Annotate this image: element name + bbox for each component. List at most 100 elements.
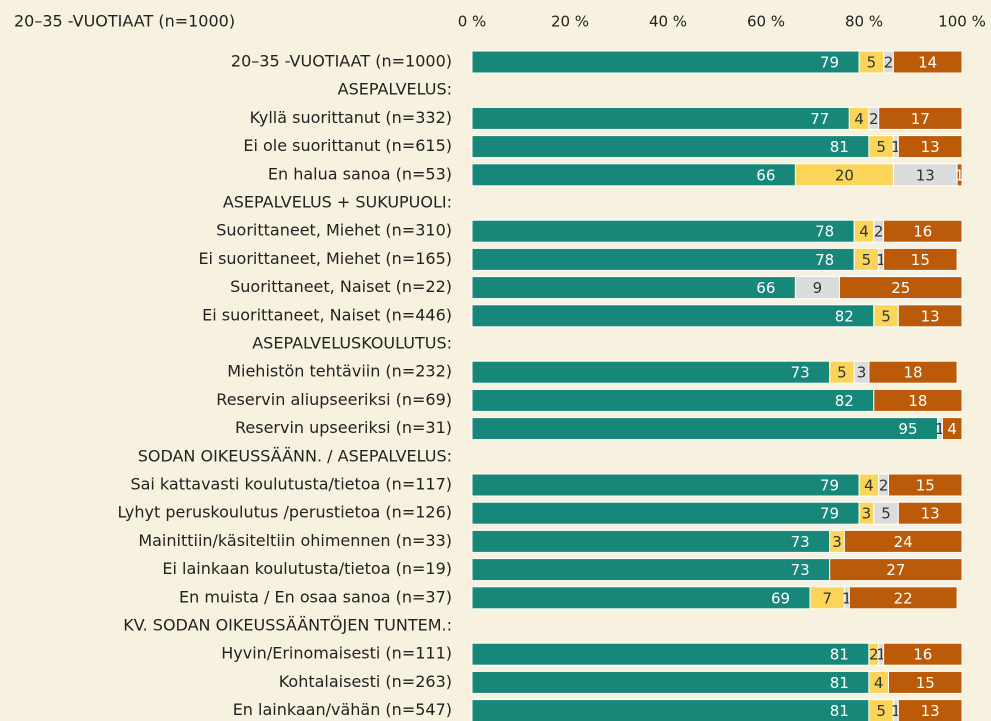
bar-segment (843, 529, 963, 553)
data-label: 5 (881, 307, 891, 325)
data-label: 3 (832, 533, 842, 551)
bar-segment (471, 135, 870, 159)
data-label: 4 (854, 110, 864, 128)
bar-segment (839, 276, 963, 300)
data-label: 1 (876, 251, 886, 269)
bar-segment (883, 247, 958, 271)
category-label: Suorittaneet, Miehet (n=310) (216, 221, 452, 240)
bar-segment (471, 247, 855, 271)
chart-title: 20–35 -VUOTIAAT (n=1000) (14, 12, 235, 31)
bar-segment (471, 558, 831, 582)
category-label: Lyhyt peruskoulutus /perustietoa (n=126) (117, 503, 452, 522)
bar-segment (471, 473, 860, 497)
data-label: 81 (830, 646, 849, 664)
bar-segment (471, 529, 831, 553)
data-label: 24 (894, 533, 913, 551)
category-label: En muista / En osaa sanoa (n=37) (179, 587, 452, 606)
bar-segment (471, 219, 855, 243)
data-label: 79 (820, 505, 839, 523)
data-label: 3 (862, 505, 872, 523)
data-label: 81 (830, 674, 849, 692)
category-label: Ei suorittaneet, Miehet (n=165) (198, 249, 452, 268)
data-label: 18 (908, 392, 927, 410)
bar-segment (471, 417, 938, 441)
category-label: ASEPALVELUSKOULUTUS: (252, 334, 452, 353)
category-label: SODAN OIKEUSSÄÄNN. / ASEPALVELUS: (138, 446, 452, 465)
data-label: 73 (791, 364, 810, 382)
category-label: 20–35 -VUOTIAAT (n=1000) (231, 52, 452, 71)
data-label: 2 (884, 54, 894, 72)
data-label: 5 (862, 251, 872, 269)
data-label: 13 (921, 505, 940, 523)
category-label: Reservin upseeriksi (n=31) (235, 418, 452, 437)
data-label: 2 (869, 110, 879, 128)
bar-segment (883, 642, 963, 666)
x-tick-label: 20 % (551, 13, 589, 31)
data-label: 13 (916, 166, 935, 184)
bar-segment (897, 501, 963, 525)
data-label: 1 (935, 420, 945, 438)
bar-segment (883, 219, 963, 243)
bar-segment (471, 586, 811, 610)
data-label: 3 (857, 364, 867, 382)
category-label: Ei suorittaneet, Naiset (n=446) (202, 305, 452, 324)
category-label: Ei lainkaan koulutusta/tietoa (n=19) (162, 559, 452, 578)
data-label: 95 (898, 420, 917, 438)
data-label: 79 (820, 477, 839, 495)
x-tick-label: 80 % (845, 13, 883, 31)
bar-segment (897, 135, 963, 159)
bar-segment (892, 50, 963, 74)
data-label: 73 (791, 533, 810, 551)
data-label: 1 (876, 646, 886, 664)
data-label: 17 (911, 110, 930, 128)
bar-segment (471, 163, 796, 187)
data-label: 25 (891, 279, 910, 297)
x-tick-label: 40 % (649, 13, 687, 31)
data-label: 1 (891, 138, 901, 156)
category-label: Kohtalaisesti (n=263) (279, 672, 452, 691)
data-label: 9 (813, 279, 823, 297)
category-label: ASEPALVELUS: (338, 80, 452, 99)
category-label: En lainkaan/vähän (n=547) (233, 700, 452, 719)
data-label: 4 (874, 674, 884, 692)
x-tick-label: 0 % (458, 13, 487, 31)
category-label: Hyvin/Erinomaisesti (n=111) (221, 644, 452, 663)
category-label: Ei ole suorittanut (n=615) (243, 136, 452, 155)
data-label: 14 (918, 54, 937, 72)
data-label: 5 (881, 505, 891, 523)
data-label: 4 (859, 223, 869, 241)
data-label: 2 (869, 646, 879, 664)
bar-segment (471, 276, 796, 300)
data-label: 73 (791, 561, 810, 579)
bar-segment (471, 699, 870, 721)
data-label: 1 (955, 166, 965, 184)
bar-segment (888, 670, 963, 694)
data-label: 82 (835, 307, 854, 325)
category-label: KV. SODAN OIKEUSSÄÄNTÖJEN TUNTEM.: (123, 616, 452, 635)
category-label: Reservin aliupseeriksi (n=69) (216, 390, 452, 409)
data-label: 5 (837, 364, 847, 382)
data-label: 20 (835, 166, 854, 184)
bar-segment (888, 473, 963, 497)
bar-segment (829, 558, 963, 582)
x-tick-label: 100 % (938, 13, 986, 31)
data-label: 27 (886, 561, 905, 579)
data-label: 69 (771, 589, 790, 607)
data-label: 78 (815, 251, 834, 269)
bar-segment (471, 360, 831, 384)
data-label: 77 (810, 110, 829, 128)
x-tick-label: 60 % (747, 13, 785, 31)
bar-segment (471, 106, 850, 130)
data-label: 7 (822, 589, 832, 607)
category-label: Kyllä suorittanut (n=332) (250, 108, 452, 127)
category-label: Miehistön tehtäviin (n=232) (227, 362, 452, 381)
bar-segment (471, 50, 860, 74)
bar-segment (878, 106, 963, 130)
data-label: 79 (820, 54, 839, 72)
bar-segment (956, 163, 963, 187)
data-label: 16 (913, 646, 932, 664)
data-label: 66 (756, 166, 775, 184)
data-label: 22 (894, 589, 913, 607)
category-label: En halua sanoa (n=53) (268, 164, 452, 183)
